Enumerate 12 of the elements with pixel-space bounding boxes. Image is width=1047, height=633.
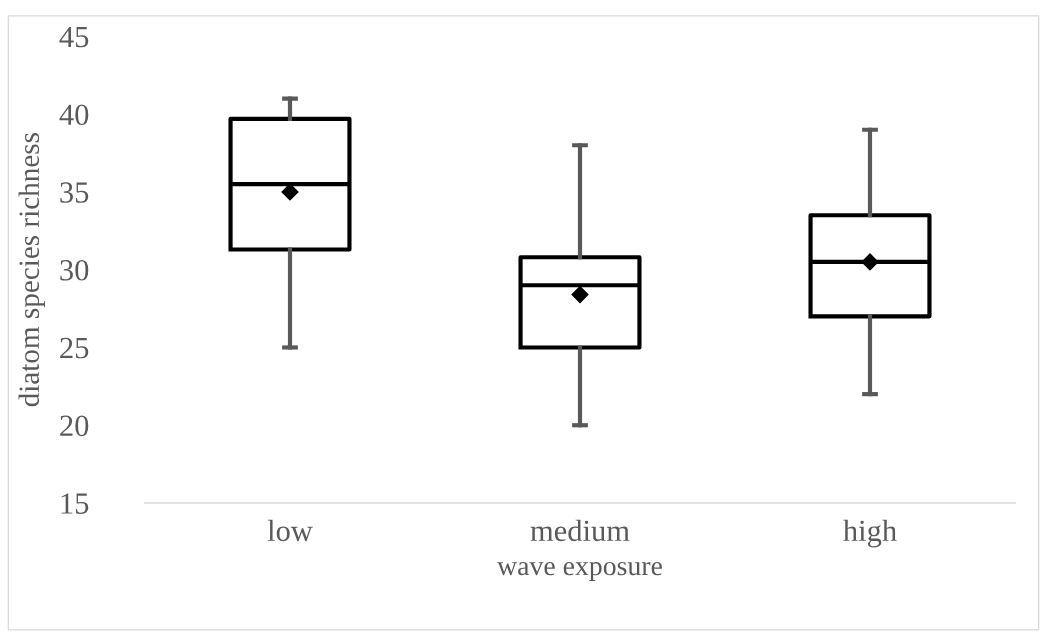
x-axis-title: wave exposure xyxy=(497,561,662,581)
y-tick-label: 45 xyxy=(59,26,89,48)
x-tick-label: high xyxy=(843,519,897,548)
x-tick-label: low xyxy=(267,519,313,542)
x-tick-label: medium xyxy=(530,519,630,542)
y-tick-label: 20 xyxy=(60,415,89,437)
y-tick-label: 15 xyxy=(61,493,89,514)
y-tick-label: 35 xyxy=(60,182,89,203)
y-tick-label: 40 xyxy=(59,104,89,126)
y-tick-label: 30 xyxy=(60,259,89,281)
y-tick-label: 25 xyxy=(60,337,89,359)
y-axis-title: diatom species richness xyxy=(18,133,45,407)
